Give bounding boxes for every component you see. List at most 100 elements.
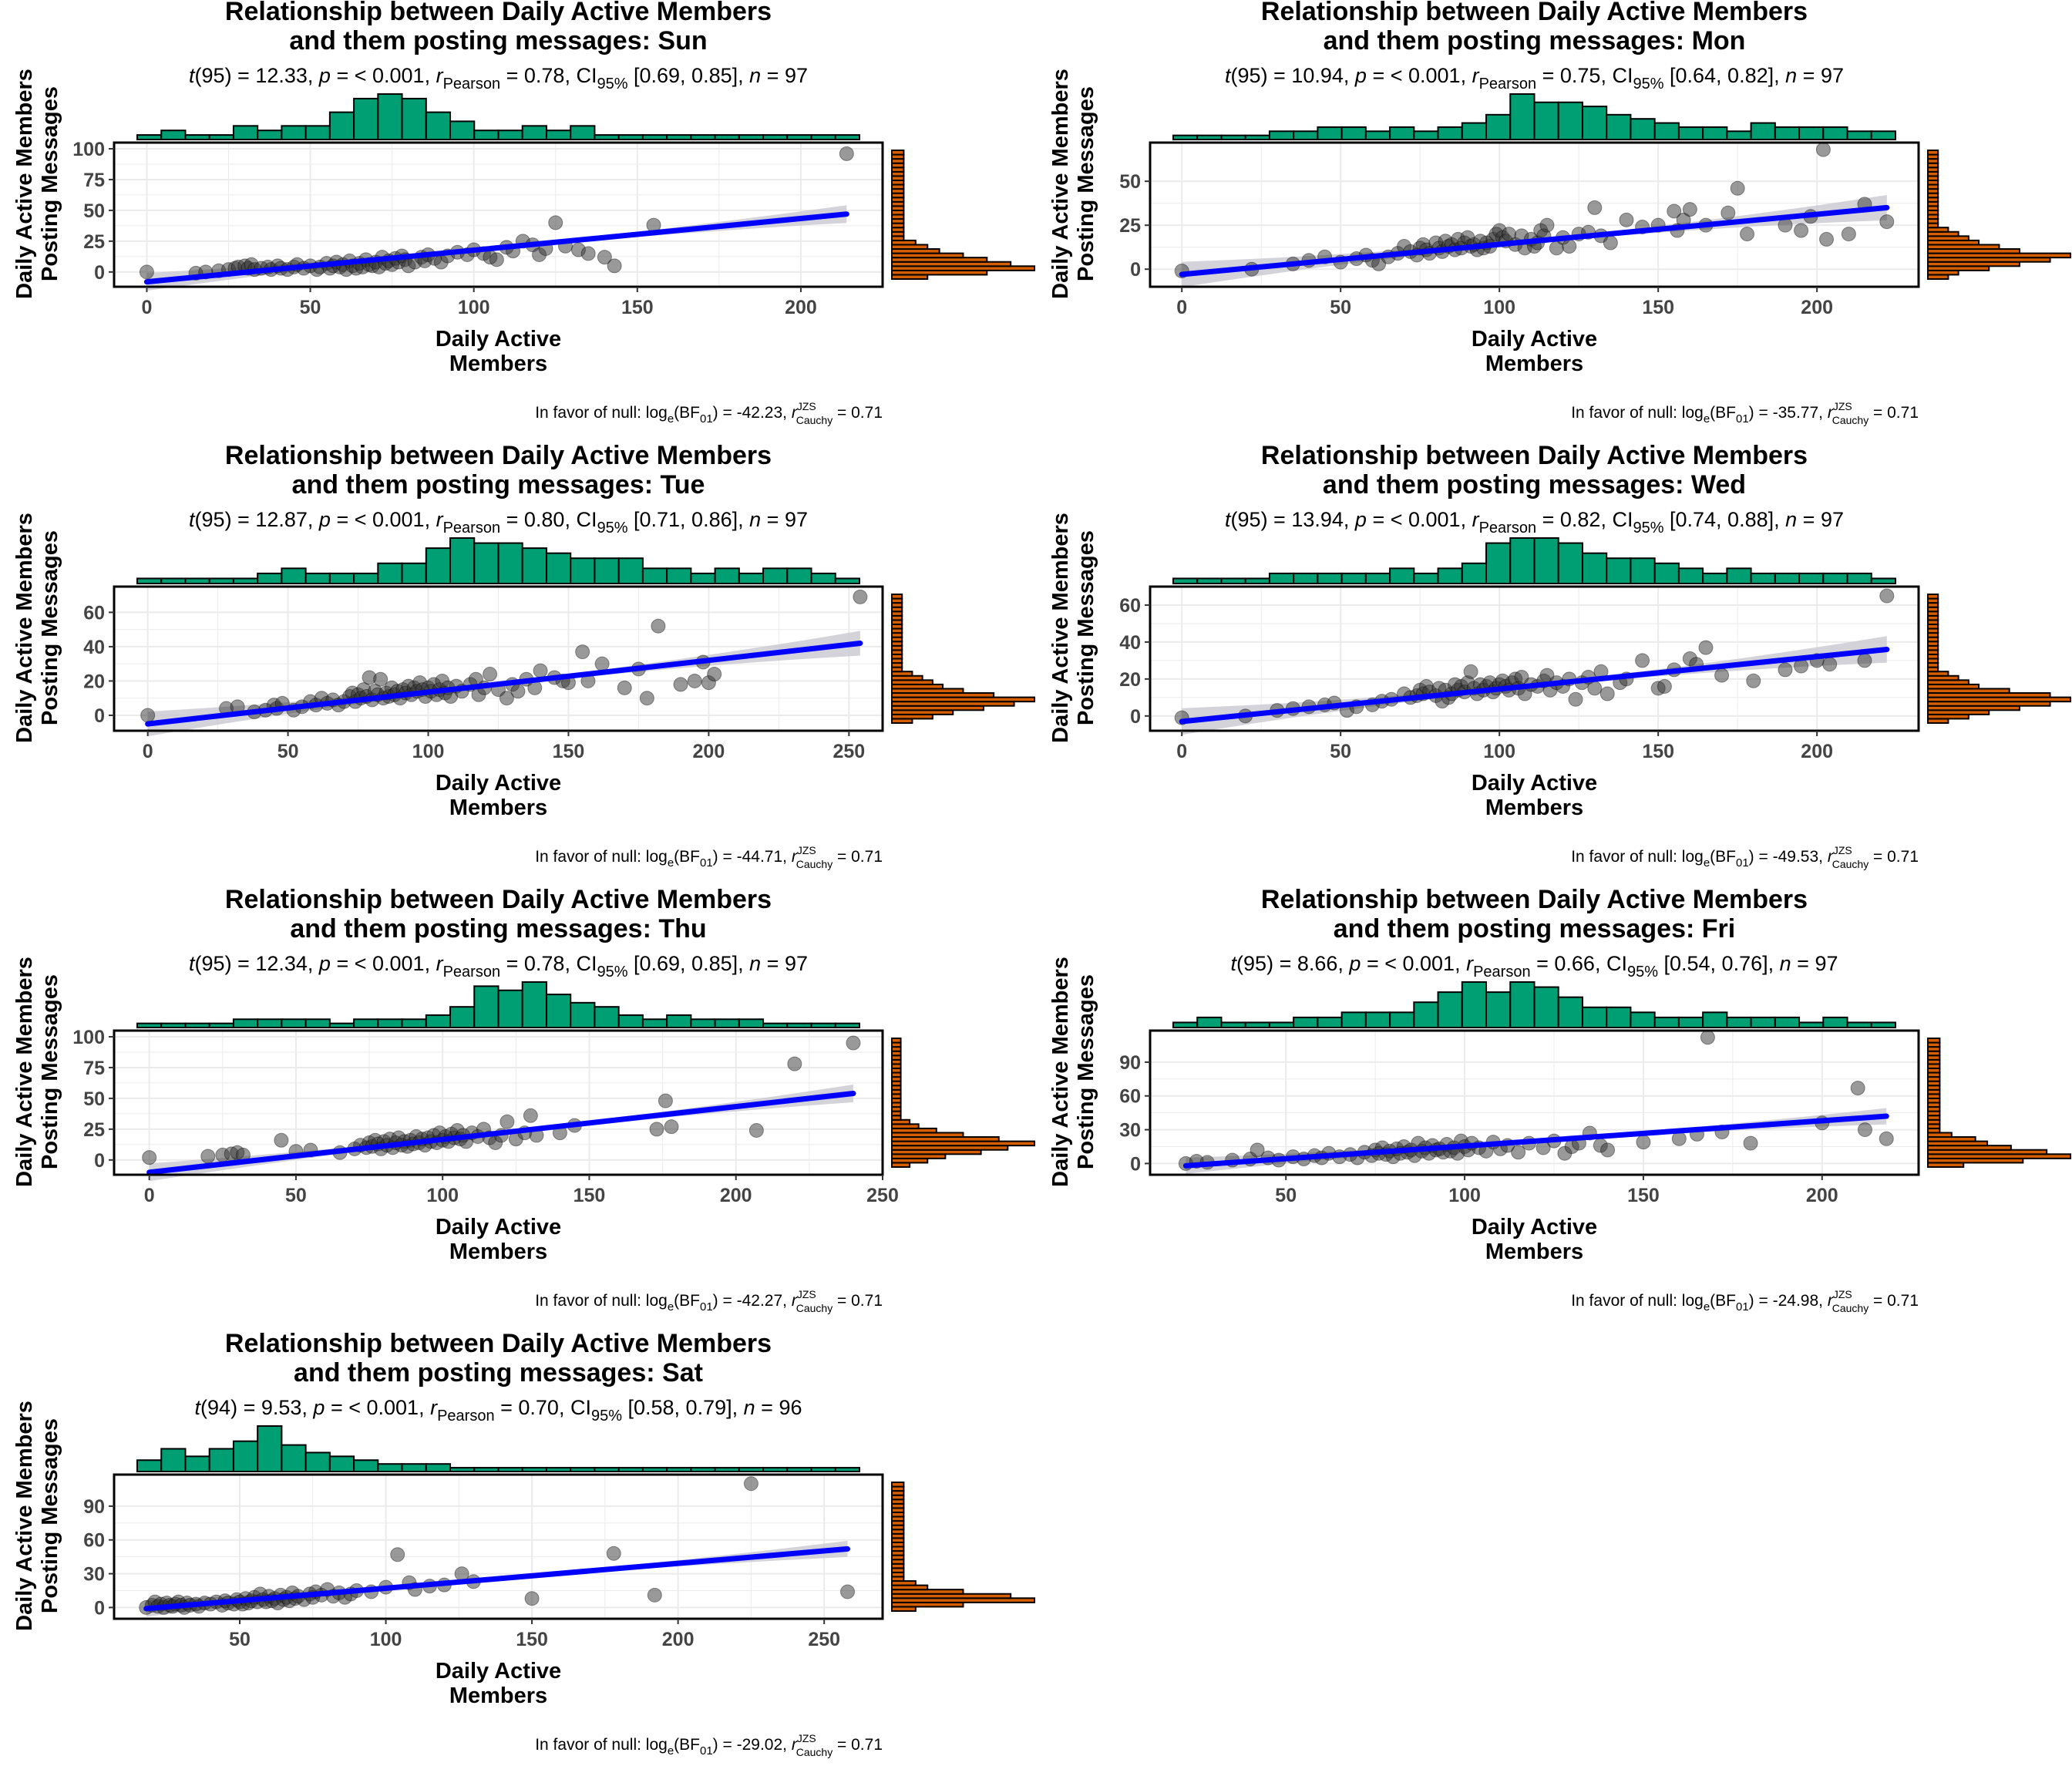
x-tick-label: 200 (1806, 1185, 1838, 1206)
x-marginal-bar (786, 567, 812, 584)
x-marginal-bar (1533, 101, 1559, 141)
x-axis-label-line1: Daily Active (1472, 327, 1597, 352)
x-marginal-bar (594, 557, 620, 585)
data-point (1700, 1030, 1715, 1045)
x-marginal-bar (184, 1022, 210, 1029)
x-marginal-bar (401, 1018, 427, 1028)
x-marginal-bar (401, 562, 427, 584)
x-marginal-bar (738, 1467, 765, 1472)
x-marginal-bar (232, 577, 259, 584)
stats-subtitle: t(95) = 12.34, p = < 0.001, rPearson = 0… (189, 952, 808, 980)
x-marginal-bar (377, 1018, 403, 1028)
data-point (743, 1476, 758, 1492)
chart-title-line2: and them posting messages: Fri (1334, 914, 1735, 944)
regression-line (143, 1546, 851, 1612)
data-point (687, 673, 702, 688)
data-point (1603, 235, 1618, 251)
plot-border (1149, 1029, 1920, 1176)
x-marginal-bar (232, 1018, 259, 1028)
x-marginal-bar (545, 1467, 572, 1472)
x-marginal-bar (1726, 567, 1752, 584)
x-marginal-bar (641, 1018, 668, 1028)
data-point (274, 1132, 289, 1148)
x-marginal-bar (1533, 537, 1559, 584)
x-marginal-bar (449, 537, 476, 584)
x-marginal-bar (1630, 1011, 1656, 1028)
x-marginal-bar (1340, 126, 1367, 140)
x-marginal-bar (786, 1022, 812, 1029)
data-point (840, 1584, 856, 1599)
x-tick-label: 0 (1176, 741, 1187, 762)
x-marginal-bar (1702, 1011, 1728, 1028)
x-marginal-bar (666, 567, 692, 584)
x-marginal-bar (497, 989, 523, 1029)
y-marginal-bar (891, 150, 905, 156)
data-point (524, 1591, 540, 1606)
chart-panel-mon: Relationship between Daily Active Member… (1036, 0, 2072, 444)
y-axis-label-line2: Posting Messages (1074, 530, 1098, 725)
x-marginal-bar (1413, 1001, 1439, 1029)
y-axis-label-line2: Posting Messages (38, 86, 62, 281)
data-point (594, 656, 610, 671)
x-marginal-bar (810, 572, 836, 584)
x-marginal-bar (184, 577, 210, 584)
x-marginal-bar (1606, 1006, 1632, 1028)
x-marginal-bar (1630, 557, 1656, 585)
y-axis-label-line1: Daily Active Members (12, 513, 37, 743)
x-marginal-bar (521, 125, 547, 141)
data-point (1635, 653, 1650, 668)
y-tick-label: 60 (83, 1530, 105, 1552)
data-point (787, 1056, 802, 1071)
x-tick-label: 200 (662, 1629, 695, 1650)
x-axis-label-line2: Members (449, 352, 547, 376)
x-marginal-bar (1533, 986, 1559, 1028)
x-marginal-bar (1364, 1011, 1391, 1028)
x-marginal-bar (1750, 572, 1776, 584)
x-marginal-bar (377, 1463, 403, 1473)
data-point (1463, 664, 1478, 679)
plot-border (113, 1029, 884, 1176)
y-tick-label: 0 (1130, 259, 1141, 281)
stats-subtitle: t(95) = 12.87, p = < 0.001, rPearson = 0… (189, 508, 808, 536)
x-axis-label-line1: Daily Active (436, 1659, 561, 1684)
data-point (649, 1122, 664, 1137)
stats-subtitle: t(94) = 9.53, p = < 0.001, rPearson = 0.… (195, 1396, 802, 1424)
x-marginal-bar (1485, 113, 1512, 140)
x-marginal-bar (1557, 542, 1583, 584)
y-axis-label-line1: Daily Active Members (12, 957, 37, 1187)
y-axis-label-line2: Posting Messages (38, 530, 62, 725)
x-axis-label-line1: Daily Active (436, 327, 561, 352)
data-point (748, 1122, 764, 1138)
x-marginal-bar (1846, 572, 1872, 584)
x-marginal-bar (1557, 996, 1583, 1029)
chart-title-line1: Relationship between Daily Active Member… (225, 0, 772, 26)
data-point (483, 667, 498, 682)
data-point (1619, 212, 1634, 227)
x-tick-label: 200 (693, 741, 725, 762)
x-axis-label-line1: Daily Active (1472, 771, 1597, 796)
x-marginal-bar (304, 572, 331, 584)
scatter-plot-svg: Relationship between Daily Active Member… (12, 0, 1035, 426)
x-marginal-bar (377, 562, 403, 584)
x-marginal-bar (570, 1001, 596, 1028)
x-marginal-bar (1702, 126, 1728, 140)
data-point (1815, 142, 1831, 157)
data-point (575, 644, 590, 660)
bayes-factor-caption: In favor of null: loge(BF01) = -29.02, r… (535, 1732, 883, 1758)
regression-line (1182, 1113, 1889, 1169)
x-marginal-bar (1461, 122, 1488, 141)
x-marginal-bar (1581, 552, 1608, 585)
x-marginal-bar (570, 125, 596, 141)
x-marginal-bar (208, 1448, 234, 1472)
x-marginal-bar (304, 1451, 331, 1473)
x-tick-label: 200 (720, 1185, 752, 1206)
x-marginal-bar (1172, 577, 1199, 584)
data-point (1819, 231, 1835, 247)
x-marginal-bar (1606, 557, 1632, 585)
chart-title-line2: and them posting messages: Sun (289, 26, 707, 56)
x-tick-label: 50 (229, 1629, 251, 1650)
data-point (1879, 1131, 1894, 1146)
x-tick-label: 200 (1801, 741, 1833, 762)
bayes-factor-caption: In favor of null: loge(BF01) = -44.71, r… (535, 844, 883, 870)
x-marginal-bar (1196, 1016, 1223, 1028)
